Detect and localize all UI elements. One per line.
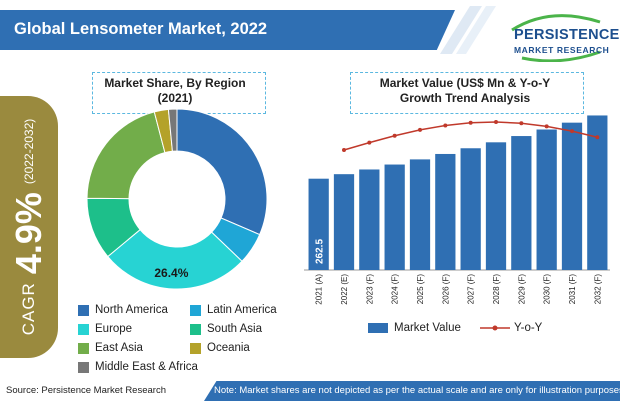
yoy-point	[443, 123, 448, 128]
yoy-trend-line	[343, 121, 598, 151]
x-tick-label: 2028 (F)	[492, 274, 501, 305]
x-tick-label: 2030 (F)	[543, 274, 552, 305]
bar-2028-f	[485, 142, 507, 270]
yoy-point	[544, 124, 549, 129]
legend-label: North America	[95, 304, 168, 316]
legend-label: Europe	[95, 323, 133, 335]
legend-item-latin-america: Latin America	[190, 304, 277, 316]
x-tick-label: 2023 (F)	[365, 274, 374, 305]
yoy-point	[418, 127, 422, 132]
legend-label-market-value: Market Value	[394, 322, 461, 334]
legend-swatch	[78, 323, 89, 335]
legend-swatch	[78, 304, 89, 316]
bar-2027-f	[460, 148, 481, 270]
yoy-point	[519, 121, 524, 126]
page-title: Global Lensometer Market, 2022	[14, 20, 268, 38]
legend-label: Latin America	[207, 304, 277, 316]
market-value-swatch	[368, 323, 388, 333]
legend-item-south-asia: South Asia	[190, 323, 262, 335]
logo-text-primary: PERSISTENCE	[514, 27, 620, 43]
note-text: Note: Market shares are not depicted as …	[204, 381, 620, 401]
bar-2025-f	[409, 159, 431, 270]
legend-swatch	[190, 323, 201, 335]
source-text: Source: Persistence Market Research	[0, 381, 204, 401]
legend-item-oceania: Oceania	[190, 342, 250, 354]
legend-label: East Asia	[95, 342, 143, 354]
x-tick-label: 2027 (F)	[467, 274, 476, 305]
bar-2030-f	[536, 129, 557, 270]
bar-2021-a	[308, 178, 329, 270]
bar-2023-f	[359, 169, 380, 270]
bar-2022-e	[333, 174, 355, 270]
logo-arc-icon	[511, 14, 601, 62]
legend-item-market-value: Market Value	[368, 322, 461, 334]
pie-slice-north-america	[176, 108, 268, 236]
cagr-badge: CAGR 4.9% (2022-2032)	[0, 96, 58, 358]
bar-2031-f	[561, 122, 583, 271]
bar-data-label: 262.5	[315, 239, 326, 264]
yoy-line-swatch-icon	[480, 325, 510, 331]
title-banner	[0, 10, 455, 50]
x-tick-label: 2025 (F)	[416, 274, 425, 305]
footer: Source: Persistence Market Research Note…	[0, 381, 620, 401]
pie-slice-middle-east-africa	[167, 108, 178, 152]
bar-2032-f	[587, 115, 608, 270]
bar-chart-title: Market Value (US$ Mn & Y-o-Y Growth Tren…	[379, 76, 551, 105]
legend-swatch	[78, 361, 89, 373]
bar-2024-f	[384, 164, 405, 270]
pie-slice-east-asia	[86, 111, 166, 200]
bar-title-frame	[350, 72, 584, 114]
x-tick-label: 2029 (F)	[517, 274, 526, 305]
header-area: Global Lensometer Market, 2022 PERSISTEN…	[0, 0, 620, 64]
charts-canvas: 26.4% 2021 (A) 2022 (E) 2023 (F) 2024 (F) 20…	[86, 108, 610, 305]
yoy-point	[392, 133, 397, 138]
x-tick-label: 2032 (F)	[593, 274, 602, 305]
legend-swatch	[78, 342, 89, 354]
x-tick-label: 2022 (E)	[340, 274, 349, 305]
legend-label: Oceania	[207, 342, 250, 354]
bar-line-chart: 2021 (A) 2022 (E) 2023 (F) 2024 (F) 2025 (F)…	[304, 115, 610, 305]
x-tick-label: 2026 (F)	[441, 274, 450, 305]
pie-slice-europe	[107, 228, 243, 290]
bar-2029-f	[511, 136, 532, 270]
x-tick-label: 2024 (F)	[391, 274, 400, 305]
donut-chart: 26.4%	[86, 108, 268, 290]
yoy-point	[367, 140, 372, 145]
legend-swatch	[190, 304, 201, 316]
legend-item-europe: Europe	[78, 323, 132, 335]
brand-logo: PERSISTENCE MARKET RESEARCH	[500, 8, 620, 62]
decorative-stripes	[440, 6, 496, 54]
x-tick-label: 2021 (A)	[315, 274, 324, 305]
pie-chart-title: Market Share, By Region (2021)	[104, 76, 246, 105]
legend-item-middle-east-africa: Middle East & Africa	[78, 361, 198, 373]
yoy-point	[468, 120, 473, 125]
yoy-point	[342, 148, 346, 152]
legend-label: South Asia	[207, 323, 262, 335]
pie-data-label: 26.4%	[154, 266, 188, 280]
x-tick-label: 2031 (F)	[568, 274, 577, 305]
bar-2026-f	[435, 153, 456, 270]
legend-item-yoy: Y-o-Y	[480, 322, 542, 334]
legend-swatch	[190, 342, 201, 354]
logo-text-secondary: MARKET RESEARCH	[514, 45, 610, 55]
yoy-point	[595, 135, 600, 140]
yoy-point	[570, 129, 574, 134]
legend-label-yoy: Y-o-Y	[514, 322, 543, 334]
yoy-point	[494, 120, 498, 125]
legend-item-east-asia: East Asia	[78, 342, 143, 354]
legend-label: Middle East & Africa	[95, 361, 198, 373]
legend-item-north-america: North America	[78, 304, 168, 316]
